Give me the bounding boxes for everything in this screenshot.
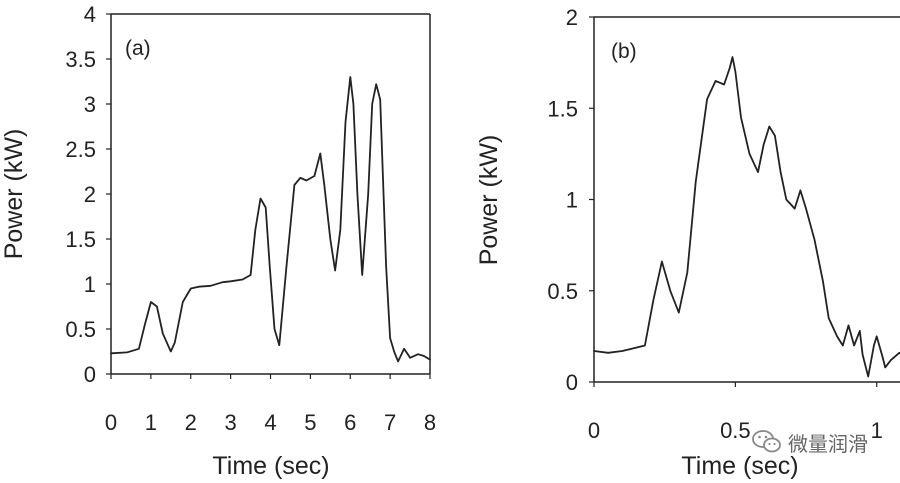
panel-label: (a) xyxy=(125,37,151,60)
x-tick-label: 1 xyxy=(871,418,883,443)
series-line xyxy=(593,56,900,378)
chart-panel-b: 0 0.5 1 1.5 2 0 0.5 1 Time (sec) Power (kW) (b) xyxy=(475,5,900,480)
y-tick-label: 2.5 xyxy=(65,137,96,162)
x-axis-label: Time (sec) xyxy=(212,452,329,480)
y-tick-label: 3.5 xyxy=(65,47,96,72)
y-tick-label: 1 xyxy=(84,272,96,297)
x-tick-label: 6 xyxy=(344,410,356,435)
y-tick-label: 2 xyxy=(566,5,578,30)
y-axis-label: Power (kW) xyxy=(0,129,28,260)
y-tick-label: 1.5 xyxy=(547,96,578,121)
y-tick-label: 2 xyxy=(84,182,96,207)
x-tick-label: 5 xyxy=(304,410,316,435)
x-tick-label: 3 xyxy=(225,410,237,435)
panel-label: (b) xyxy=(611,40,637,63)
x-tick-label: 2 xyxy=(185,410,197,435)
x-tick-label: 7 xyxy=(384,410,396,435)
y-tick-label: 0 xyxy=(566,370,578,395)
watermark-text: 微量润滑 xyxy=(788,431,868,456)
x-tick-label: 1 xyxy=(145,410,157,435)
y-tick-label: 1.5 xyxy=(65,227,96,252)
x-axis-label: Time (sec) xyxy=(681,452,798,480)
x-tick-label: 0.5 xyxy=(720,418,751,443)
x-tick-label: 8 xyxy=(424,410,436,435)
y-tick-label: 0 xyxy=(84,362,96,387)
y-tick-label: 4 xyxy=(84,2,96,27)
x-tick-label: 0 xyxy=(588,418,600,443)
x-tick-label: 0 xyxy=(105,410,117,435)
watermark: 微量润滑 xyxy=(752,424,868,460)
y-axis-label: Power (kW) xyxy=(475,135,503,266)
chart-panel-a: 0 0.5 1 1.5 2 2.5 3 3.5 4 0 1 2 3 4 5 6 7 8 Time (sec) Powe… xyxy=(0,2,436,480)
y-tick-label: 0.5 xyxy=(547,279,578,304)
x-tick-label: 4 xyxy=(264,410,276,435)
wechat-icon xyxy=(752,430,781,453)
y-tick-label: 3 xyxy=(84,92,96,117)
y-tick-label: 0.5 xyxy=(65,317,96,342)
y-tick-label: 1 xyxy=(566,188,578,213)
series-line xyxy=(110,76,431,363)
